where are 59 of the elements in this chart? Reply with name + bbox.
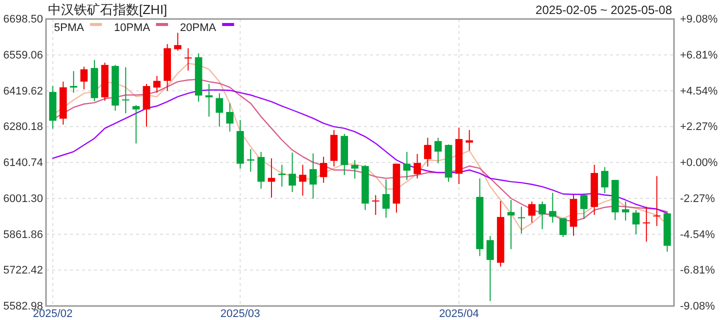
candlestick — [299, 164, 306, 196]
candlestick — [216, 92, 224, 128]
y2-tick-label: -6.81% — [680, 264, 716, 277]
y2-tick-label: +9.08% — [680, 14, 718, 26]
candlestick — [382, 178, 390, 218]
candlestick — [320, 156, 328, 184]
candlestick — [424, 137, 432, 168]
y2-tick-label: -9.08% — [680, 300, 716, 313]
y-tick-label: 6280.18 — [3, 121, 43, 134]
y2-tick-label: +4.54% — [680, 85, 718, 98]
candlestick — [132, 104, 140, 144]
candlestick — [632, 210, 640, 235]
x-tick-label: 2025/04 — [439, 308, 479, 320]
y2-tick-label: +0.00% — [680, 157, 718, 170]
candlestick — [142, 83, 150, 128]
candlestick — [518, 206, 526, 234]
y-tick-label: 6001.30 — [3, 192, 43, 205]
candlestick — [403, 151, 411, 180]
candlestick — [351, 160, 358, 180]
candlestick — [372, 194, 380, 216]
candlestick — [653, 176, 660, 226]
candlestick — [580, 192, 588, 220]
candlestick — [486, 236, 494, 302]
candlestick — [184, 48, 192, 72]
candlestick — [538, 201, 546, 230]
y2-tick-label: +6.81% — [680, 49, 718, 62]
candlestick — [642, 206, 650, 242]
candlestick — [174, 32, 182, 52]
candlestick — [288, 152, 296, 193]
y-tick-label: 6140.74 — [3, 157, 43, 170]
chart-title: 中汉铁矿石指数[ZHI] — [48, 2, 168, 17]
y-tick-label: 5861.86 — [3, 228, 43, 241]
candlestick — [80, 66, 88, 90]
candlestick — [549, 192, 556, 224]
candlestick — [434, 137, 442, 164]
x-tick-label: 2025/03 — [220, 308, 260, 320]
candlestick — [528, 201, 536, 224]
legend-label: 10PMA — [114, 22, 151, 34]
y2-tick-label: +2.27% — [680, 121, 718, 134]
y-tick-label: 6559.06 — [3, 49, 43, 62]
y-tick-label: 6419.62 — [3, 85, 43, 98]
candlestick — [622, 201, 630, 222]
y2-tick-label: -4.54% — [680, 228, 716, 241]
y-tick-label: 5722.42 — [3, 264, 43, 277]
legend-label: 20PMA — [180, 22, 217, 34]
candlestick — [414, 153, 421, 179]
chart-subtitle: 2025-02-05 ~ 2025-05-08 — [536, 3, 672, 17]
y2-tick-label: -2.27% — [680, 192, 716, 205]
legend-label: 5PMA — [54, 22, 85, 34]
y-tick-label: 6698.50 — [3, 14, 43, 26]
candlestick — [601, 166, 608, 194]
candlestick — [226, 102, 234, 132]
candlestick — [122, 66, 130, 114]
candlestick — [559, 218, 567, 238]
candlestick — [205, 83, 213, 118]
candlestick — [309, 152, 317, 200]
candlestick — [507, 199, 515, 250]
candlestick — [70, 70, 78, 94]
candlestick — [153, 75, 161, 94]
